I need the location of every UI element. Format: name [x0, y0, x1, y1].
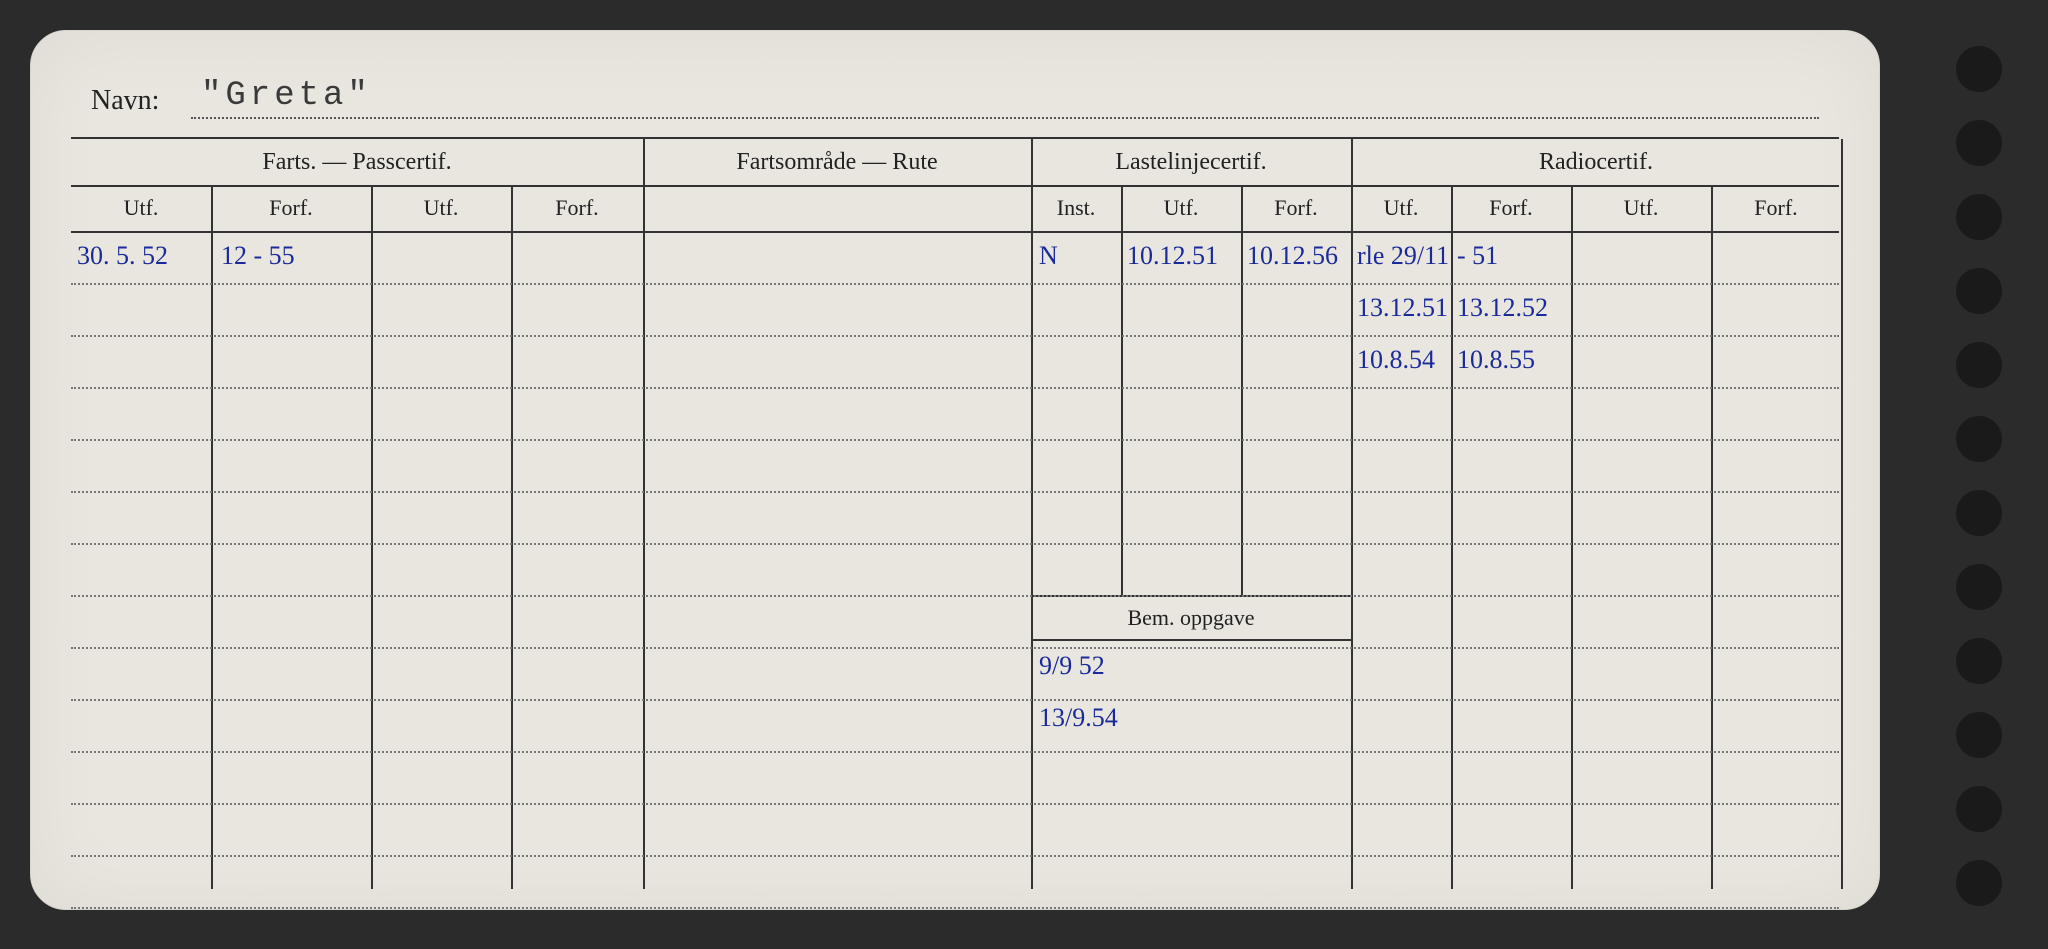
- bem-oppgave-entry-1: 13/9.54: [1039, 703, 1118, 733]
- binder-hole: [1956, 564, 2002, 610]
- column-divider: [1451, 185, 1453, 889]
- row-guide: [71, 751, 1839, 753]
- column-divider: [1121, 185, 1123, 595]
- laste-inst: N: [1039, 241, 1058, 271]
- binder-hole: [1956, 268, 2002, 314]
- radio-forf-1: 13.12.52: [1457, 293, 1548, 323]
- row-guide: [71, 595, 1839, 597]
- row-guide: [71, 543, 1839, 545]
- laste-forf: 10.12.56: [1247, 241, 1338, 271]
- binder-hole: [1956, 46, 2002, 92]
- row-guide: [71, 283, 1839, 285]
- col-radio-utf1: Utf.: [1351, 195, 1451, 221]
- col-farts-utf2: Utf.: [371, 195, 511, 221]
- section-divider: [643, 139, 645, 889]
- row-guide: [71, 491, 1839, 493]
- col-farts-utf1: Utf.: [71, 195, 211, 221]
- col-radio-utf2: Utf.: [1571, 195, 1711, 221]
- section-divider: [1351, 139, 1353, 889]
- row-guide: [71, 439, 1839, 441]
- binder-hole: [1956, 860, 2002, 906]
- farts-forf: 12 - 55: [221, 241, 295, 271]
- laste-utf: 10.12.51: [1127, 241, 1218, 271]
- hdr-lastelinjecertif: Lastelinjecertif.: [1031, 149, 1351, 176]
- binder-hole: [1956, 786, 2002, 832]
- column-divider: [1711, 185, 1713, 889]
- bem-oppgave-entry-0: 9/9 52: [1039, 651, 1105, 681]
- col-laste-inst: Inst.: [1031, 195, 1121, 221]
- row-guide: [71, 855, 1839, 857]
- col-laste-utf: Utf.: [1121, 195, 1241, 221]
- page-background: Navn: "Greta" Farts. — Passcertif. Farts…: [0, 0, 2048, 949]
- column-divider: [1241, 185, 1243, 595]
- hdr-fartsomrade-rute: Fartsområde — Rute: [643, 149, 1031, 176]
- navn-value: "Greta": [201, 77, 372, 115]
- binder-hole: [1956, 638, 2002, 684]
- row-guide: [71, 335, 1839, 337]
- radio-utf-0: rle 29/11: [1357, 241, 1449, 271]
- hdr-bem-oppgave: Bem. oppgave: [1031, 605, 1351, 631]
- navn-underline: [191, 117, 1819, 119]
- certificate-grid: Farts. — Passcertif. Fartsområde — Rute …: [71, 137, 1839, 889]
- farts-utf: 30. 5. 52: [77, 241, 168, 271]
- row-guide: [71, 647, 1839, 649]
- radio-utf-2: 10.8.54: [1357, 345, 1435, 375]
- column-divider: [371, 185, 373, 889]
- row-guide: [71, 699, 1839, 701]
- binder-hole: [1956, 342, 2002, 388]
- name-row: Navn: "Greta": [91, 75, 1819, 125]
- row-guide: [71, 387, 1839, 389]
- hdr-farts-passcertif: Farts. — Passcertif.: [71, 149, 643, 176]
- binder-hole: [1956, 416, 2002, 462]
- hdr-radiocertif: Radiocertif.: [1351, 149, 1841, 176]
- row-guide: [71, 907, 1839, 909]
- binder-hole: [1956, 490, 2002, 536]
- radio-forf-0: - 51: [1457, 241, 1498, 271]
- binder-hole: [1956, 120, 2002, 166]
- index-card: Navn: "Greta" Farts. — Passcertif. Farts…: [30, 30, 1880, 910]
- section-divider: [1031, 139, 1033, 889]
- radio-utf-1: 13.12.51: [1357, 293, 1448, 323]
- col-radio-forf1: Forf.: [1451, 195, 1571, 221]
- col-farts-forf2: Forf.: [511, 195, 643, 221]
- column-divider: [511, 185, 513, 889]
- binder-hole: [1956, 194, 2002, 240]
- col-laste-forf: Forf.: [1241, 195, 1351, 221]
- row-guide: [71, 803, 1839, 805]
- section-divider: [1841, 139, 1843, 889]
- col-farts-forf1: Forf.: [211, 195, 371, 221]
- radio-forf-2: 10.8.55: [1457, 345, 1535, 375]
- column-divider: [1571, 185, 1573, 889]
- binder-hole: [1956, 712, 2002, 758]
- navn-label: Navn:: [91, 85, 159, 117]
- column-divider: [211, 185, 213, 889]
- col-radio-forf2: Forf.: [1711, 195, 1841, 221]
